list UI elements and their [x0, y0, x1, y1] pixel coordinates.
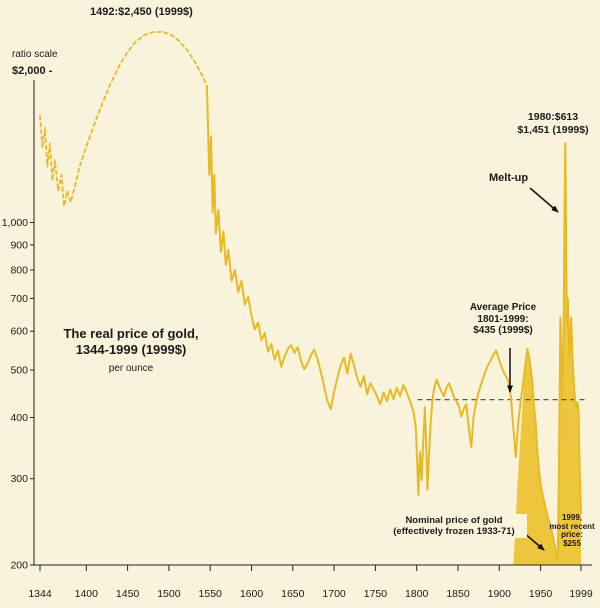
annotation-recent-line-3: price:: [561, 530, 583, 539]
y-tick-label: 900: [10, 239, 28, 251]
annotation-average-line-3: $435 (1999$): [473, 325, 533, 336]
annotation-average-line-1: Average Price: [469, 302, 537, 313]
annotation-nominal-line-2: (effectively frozen 1933-71): [393, 526, 515, 537]
annotation-1980-peak: 1980:$613 $1,451 (1999$): [505, 111, 600, 136]
x-tick-label: 1750: [364, 588, 388, 600]
x-tick-label: 1450: [116, 588, 140, 600]
x-tick-label: 1650: [281, 588, 305, 600]
nominal-price-area: [513, 143, 581, 566]
annotation-average-line-2: 1801-1999:: [477, 313, 529, 325]
x-tick-label: 1344: [28, 588, 52, 600]
y-tick-label: 800: [10, 265, 28, 277]
y-tick-2000-label: $2,000 -: [12, 65, 53, 77]
annotation-recent-line-1: 1999,: [561, 513, 583, 522]
y-tick-label: 600: [10, 326, 28, 338]
real-price-line: [205, 84, 582, 560]
x-tick-label: 1800: [405, 588, 429, 600]
x-tick-label: 1900: [488, 588, 512, 600]
annotation-recent-line-4: $255: [563, 538, 581, 548]
annotation-melt-up: Melt-up: [489, 172, 529, 184]
x-tick-label: 1950: [529, 588, 553, 600]
annotation-most-recent-price: 1999, most recent price: $255: [549, 513, 595, 548]
x-tick-label: 1550: [199, 588, 223, 600]
x-tick-label: 1999: [569, 588, 593, 600]
annotation-nominal-price: Nominal price of gold (effectively froze…: [381, 514, 527, 538]
y-tick-label: 1,000: [2, 217, 28, 229]
chart-title-line-2: 1344-1999 (1999$): [75, 342, 187, 357]
estimated-real-price-dashed: [39, 30, 208, 207]
annotation-average-price: Average Price 1801-1999: $435 (1999$): [454, 302, 552, 337]
annotation-1980-line-2: $1,451 (1999$): [517, 123, 589, 136]
y-tick-label: 300: [10, 473, 28, 485]
ratio-scale-text: ratio scale: [12, 49, 58, 60]
annotation-recent-line-2: most recent: [549, 521, 595, 531]
annotation-1980-line-1: 1980:$613: [527, 111, 579, 123]
annotation-nominal-line-1: Nominal price of gold: [405, 515, 503, 526]
x-tick-label: 1850: [446, 588, 470, 600]
annotation-1492-peak: 1492:$2,450 (1999$): [90, 6, 193, 18]
x-tick-label: 1400: [75, 588, 99, 600]
y-tick-label: 700: [10, 293, 28, 305]
chart-title-line-1: The real price of gold,: [63, 326, 199, 341]
y-axis-scale-label: ratio scale $2,000 -: [12, 49, 58, 77]
y-tick-label: 500: [10, 365, 28, 377]
x-tick-label: 1500: [157, 588, 181, 600]
annotation-arrow: [529, 187, 559, 213]
x-tick-label: 1700: [322, 588, 346, 600]
chart-subtitle: per ounce: [108, 363, 154, 374]
chart-title: The real price of gold, 1344-1999 (1999$…: [46, 326, 216, 374]
x-tick-label: 1600: [240, 588, 264, 600]
y-tick-label: 200: [10, 560, 28, 572]
y-tick-label: 400: [10, 412, 28, 424]
